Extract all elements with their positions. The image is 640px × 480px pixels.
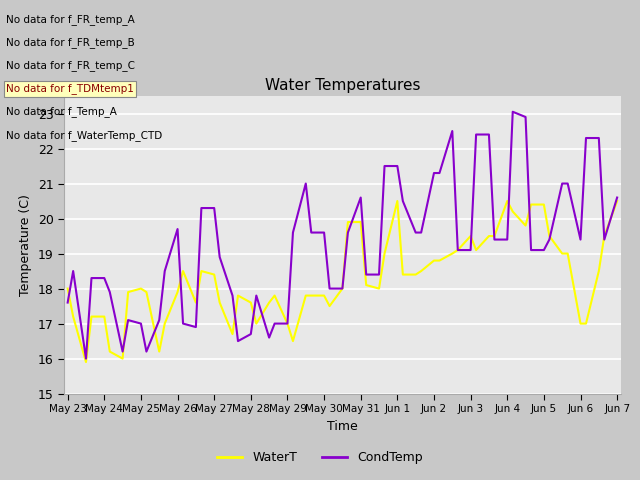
CondTemp bbox=[362, 272, 370, 277]
CondTemp bbox=[198, 205, 205, 211]
Text: No data for f_FR_temp_B: No data for f_FR_temp_B bbox=[6, 37, 135, 48]
Line: CondTemp: CondTemp bbox=[68, 112, 617, 359]
Text: No data for f_FR_temp_A: No data for f_FR_temp_A bbox=[6, 14, 135, 25]
WaterT bbox=[82, 359, 90, 365]
Text: No data for f_Temp_A: No data for f_Temp_A bbox=[6, 107, 117, 118]
CondTemp bbox=[613, 195, 621, 201]
WaterT bbox=[362, 282, 370, 288]
CondTemp bbox=[179, 321, 187, 326]
WaterT bbox=[198, 268, 205, 274]
Text: No data for f_TDMtemp1: No data for f_TDMtemp1 bbox=[6, 84, 134, 95]
WaterT bbox=[266, 300, 273, 305]
Text: No data for f_FR_temp_C: No data for f_FR_temp_C bbox=[6, 60, 136, 72]
WaterT bbox=[412, 272, 419, 277]
Y-axis label: Temperature (C): Temperature (C) bbox=[19, 194, 32, 296]
Title: Water Temperatures: Water Temperatures bbox=[265, 78, 420, 94]
WaterT bbox=[394, 198, 401, 204]
Text: No data for f_WaterTemp_CTD: No data for f_WaterTemp_CTD bbox=[6, 130, 163, 141]
WaterT bbox=[558, 251, 566, 256]
Line: WaterT: WaterT bbox=[68, 201, 617, 362]
Legend: WaterT, CondTemp: WaterT, CondTemp bbox=[212, 446, 428, 469]
WaterT bbox=[64, 286, 72, 291]
WaterT bbox=[179, 268, 187, 274]
CondTemp bbox=[82, 356, 90, 361]
CondTemp bbox=[266, 335, 273, 340]
CondTemp bbox=[64, 300, 72, 305]
WaterT bbox=[613, 198, 621, 204]
CondTemp bbox=[509, 109, 516, 115]
X-axis label: Time: Time bbox=[327, 420, 358, 432]
CondTemp bbox=[558, 180, 566, 186]
CondTemp bbox=[399, 198, 406, 204]
